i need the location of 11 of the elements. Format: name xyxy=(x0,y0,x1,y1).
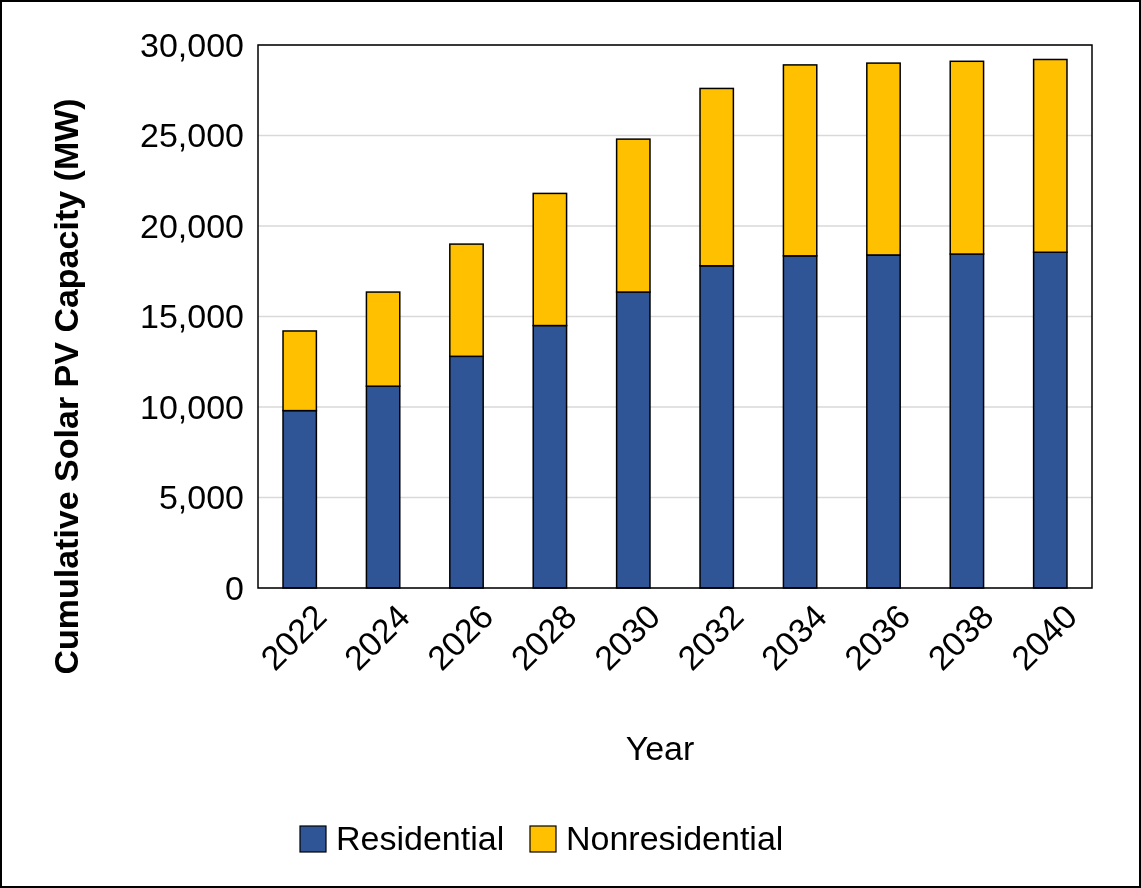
y-tick-label: 0 xyxy=(225,568,244,607)
y-tick-label: 5,000 xyxy=(158,478,244,517)
y-tick-label: 20,000 xyxy=(140,206,244,245)
y-tick-label: 25,000 xyxy=(140,116,244,155)
y-axis-title: Cumulative Solar PV Capacity (MW) xyxy=(47,98,85,675)
y-tick-label: 30,000 xyxy=(140,25,244,64)
y-tick-label: 10,000 xyxy=(140,387,244,426)
legend-label: Residential xyxy=(336,819,505,857)
x-axis-title: Year xyxy=(625,729,695,767)
legend-label: Nonresidential xyxy=(566,819,784,857)
y-tick-label: 15,000 xyxy=(140,297,244,336)
